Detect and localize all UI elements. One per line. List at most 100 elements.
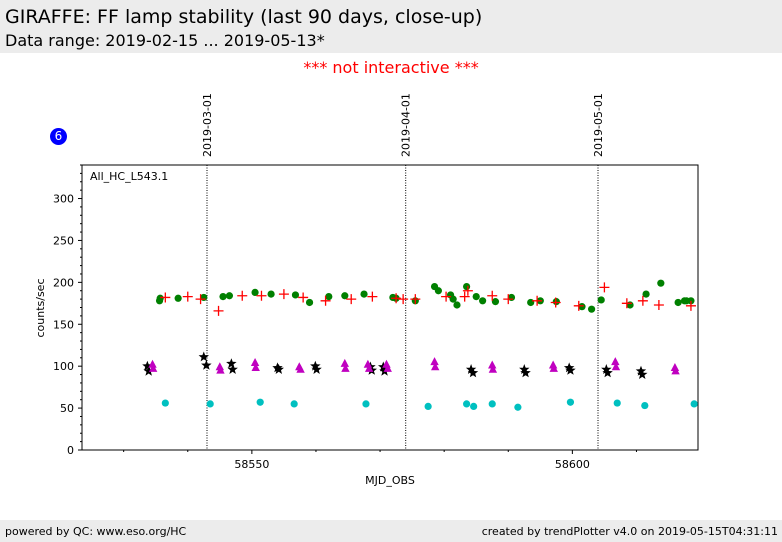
green-point — [479, 297, 487, 305]
green-point — [527, 298, 535, 307]
red-point — [621, 298, 632, 309]
magenta-point — [488, 364, 498, 373]
magenta-point — [341, 363, 350, 372]
green-point — [642, 290, 650, 298]
green-point — [674, 298, 682, 307]
red-point — [637, 295, 648, 306]
magenta-point — [215, 362, 225, 371]
green-point — [251, 288, 259, 297]
green-point — [389, 293, 397, 302]
panel-label: All_HC_L543.1 — [90, 170, 168, 183]
cyan-point — [424, 402, 432, 411]
black-point — [142, 360, 153, 371]
red-point — [685, 300, 696, 311]
cyan-point — [206, 400, 214, 408]
page-title: GIRAFFE: FF lamp stability (last 90 days… — [5, 6, 483, 28]
magenta-point — [611, 362, 621, 371]
green-point — [156, 294, 164, 302]
black-point — [635, 365, 647, 376]
black-point — [637, 369, 648, 379]
red-point — [391, 293, 402, 304]
red-point — [182, 291, 193, 302]
black-point — [198, 351, 209, 362]
green-point — [200, 293, 208, 302]
cyan-point — [566, 398, 575, 406]
y-tick-label: 150 — [53, 318, 74, 331]
cyan-point — [488, 400, 496, 408]
green-point — [325, 293, 333, 301]
green-point — [267, 290, 275, 298]
green-point — [491, 298, 500, 306]
magenta-point — [549, 363, 558, 372]
green-point — [174, 294, 182, 302]
red-point — [398, 294, 409, 305]
green-point — [472, 293, 480, 301]
cyan-point — [514, 403, 522, 411]
black-point — [311, 364, 322, 374]
y-tick-label: 0 — [67, 444, 74, 457]
red-point — [550, 297, 561, 308]
cyan-point — [690, 400, 698, 408]
black-point — [310, 360, 321, 371]
magenta-point — [340, 358, 350, 367]
plot-area — [81, 164, 699, 451]
red-point — [459, 291, 470, 302]
not-interactive-banner: *** not interactive *** — [303, 58, 479, 77]
data-range-subtitle: Data range: 2019-02-15 ... 2019-05-13* — [5, 31, 325, 50]
magenta-point — [430, 362, 440, 371]
black-point — [227, 364, 238, 374]
red-point — [532, 295, 543, 306]
cyan-point — [641, 401, 649, 410]
green-point — [578, 303, 586, 311]
cyan-point — [362, 400, 370, 408]
scatter-chart: All_HC_L543.1 MJD_OBS counts/sec 0 50 100 1… — [34, 93, 699, 487]
green-point — [507, 293, 516, 302]
green-point — [449, 295, 457, 303]
red-point — [237, 290, 248, 301]
y-tick-label: 50 — [60, 402, 74, 415]
black-point — [465, 364, 477, 374]
cyan-point — [290, 400, 298, 408]
magenta-point — [611, 357, 620, 366]
red-point — [487, 290, 498, 301]
magenta-point — [148, 359, 157, 368]
red-point — [573, 300, 584, 311]
count-badge: 6 — [50, 128, 67, 145]
magenta-point — [148, 363, 158, 372]
cyan-point — [613, 399, 621, 407]
x-axis-label: MJD_OBS — [365, 474, 415, 487]
magenta-point — [250, 358, 260, 367]
black-point — [272, 362, 283, 373]
black-point — [226, 358, 237, 369]
black-point — [201, 359, 212, 370]
y-axis-label: counts/sec — [34, 278, 47, 337]
red-point — [298, 292, 309, 303]
powered-by-link[interactable]: powered by QC: www.eso.org/HC — [5, 525, 187, 538]
green-point — [225, 292, 234, 300]
black-point — [143, 365, 154, 376]
green-point — [305, 298, 314, 307]
green-point — [657, 279, 665, 287]
red-point — [160, 292, 171, 303]
magenta-point — [488, 360, 497, 369]
magenta-point — [251, 363, 260, 372]
magenta-point — [670, 363, 680, 372]
cyan-point — [470, 402, 478, 411]
red-point — [278, 289, 289, 300]
date-marker-label: 2019-05-01 — [592, 93, 605, 157]
black-point — [602, 367, 613, 378]
green-point — [219, 293, 227, 301]
y-tick-label: 100 — [53, 360, 74, 373]
green-point — [687, 297, 695, 305]
red-point — [410, 294, 421, 305]
red-point — [599, 282, 610, 293]
x-tick-label: 58550 — [234, 458, 269, 471]
black-point — [563, 362, 575, 373]
red-point — [346, 294, 357, 305]
red-point — [320, 295, 331, 306]
green-point — [291, 291, 300, 299]
created-by-text: created by trendPlotter v4.0 on 2019-05-… — [481, 525, 778, 538]
magenta-point — [216, 365, 225, 374]
green-point — [626, 301, 634, 309]
green-point — [462, 282, 471, 291]
